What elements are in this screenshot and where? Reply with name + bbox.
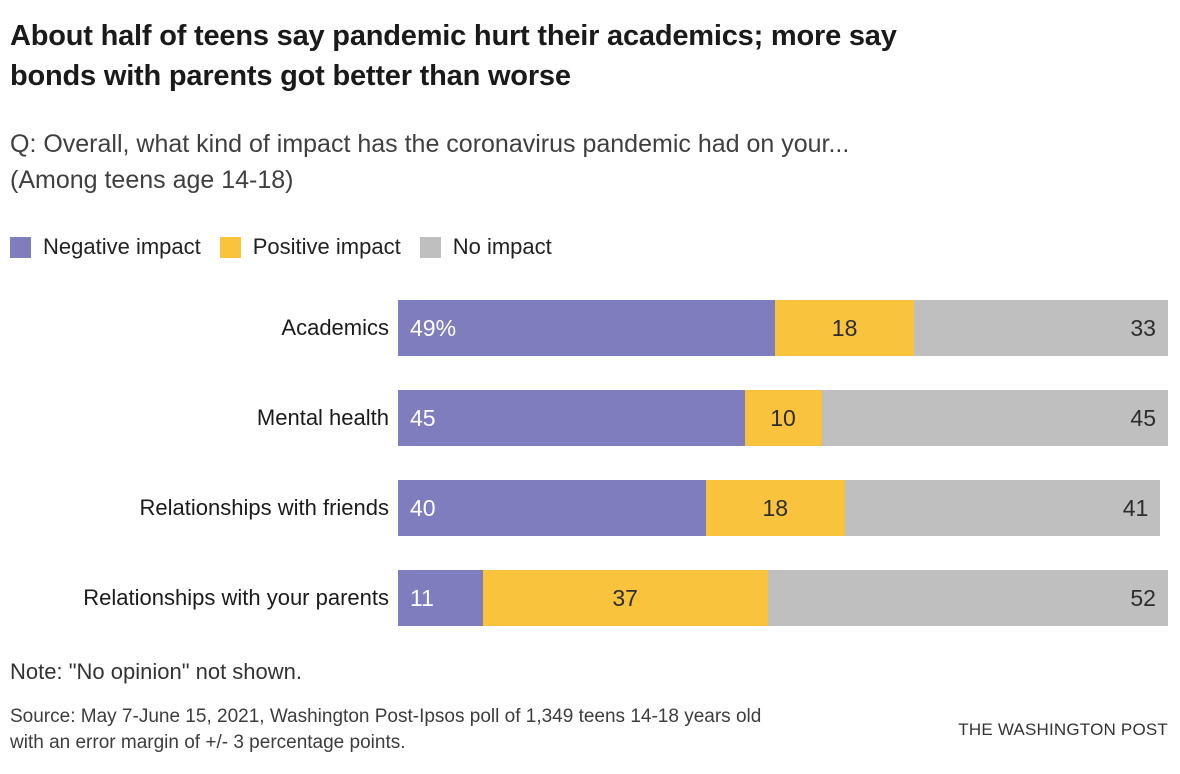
bar-segment: 49% — [398, 300, 776, 356]
legend-item: Positive impact — [219, 234, 401, 260]
bar-track: 11 37 52 — [398, 570, 1168, 626]
bar-segment: 41 — [844, 480, 1161, 536]
bar-track: 40 18 41 — [398, 480, 1168, 536]
bar-value-label: 33 — [1130, 314, 1156, 341]
bar-row: Relationships with your parents 11 37 52 — [10, 570, 1168, 626]
legend-swatch-icon — [10, 236, 31, 258]
category-label: Academics — [281, 315, 389, 340]
bar-segment: 10 — [744, 390, 822, 446]
bar-row: Relationships with friends 40 18 41 — [10, 480, 1168, 536]
bar-value-label: 52 — [1130, 584, 1156, 611]
category-label: Mental health — [256, 405, 389, 430]
legend-item: No impact — [419, 234, 552, 260]
chart-source: Source: May 7-June 15, 2021, Washington … — [10, 706, 762, 753]
legend-label: Positive impact — [252, 234, 401, 259]
category-label: Relationships with your parents — [83, 585, 389, 610]
bar-segment: 18 — [706, 480, 845, 536]
bar-segment: 11 — [398, 570, 483, 626]
bar-value-label: 45 — [1130, 404, 1156, 431]
bar-value-label: 45 — [410, 404, 436, 431]
bar-value-label: 40 — [410, 494, 436, 521]
chart-title: About half of teens say pandemic hurt th… — [10, 20, 897, 92]
chart-note: Note: "No opinion" not shown. — [10, 659, 303, 684]
bar-segment: 18 — [775, 300, 914, 356]
bar-track: 49% 18 33 — [398, 300, 1168, 356]
chart-question: Q: Overall, what kind of impact has the … — [10, 130, 850, 194]
bar-value-label: 11 — [410, 584, 434, 611]
legend-label: Negative impact — [43, 234, 201, 259]
bar-value-label: 18 — [762, 494, 789, 521]
bar-row: Mental health 45 10 45 — [10, 390, 1168, 446]
bar-segment: 52 — [767, 570, 1168, 626]
bar-value-label: 41 — [1122, 494, 1149, 521]
legend-label: No impact — [452, 234, 552, 259]
legend-item: Negative impact — [10, 234, 201, 260]
bar-segment: 45 — [821, 390, 1168, 446]
bar-segment: 45 — [398, 390, 745, 446]
chart-card: About half of teens say pandemic hurt th… — [10, 20, 1168, 756]
chart-footer: Source: May 7-June 15, 2021, Washington … — [10, 704, 1168, 756]
bar-value-label: 49% — [410, 314, 457, 341]
washington-post-wordmark: THE WASHINGTON POST — [958, 720, 1168, 739]
bar-track: 45 10 45 — [398, 390, 1168, 446]
bar-value-label: 37 — [612, 584, 638, 611]
bar-value-label: 10 — [770, 404, 796, 431]
bar-segment: 40 — [398, 480, 706, 536]
bar-value-label: 18 — [831, 314, 858, 341]
bar-segment: 37 — [482, 570, 768, 626]
category-label: Relationships with friends — [139, 495, 389, 520]
legend: Negative impact Positive impact No impact — [10, 234, 1168, 260]
bar-segment: 33 — [913, 300, 1168, 356]
legend-swatch-icon — [219, 236, 241, 258]
stacked-bar-chart: Academics 49% 18 33 Mental health 45 10 45 Relat… — [10, 300, 1168, 626]
legend-swatch-icon — [419, 236, 441, 258]
bar-row: Academics 49% 18 33 — [10, 300, 1168, 356]
